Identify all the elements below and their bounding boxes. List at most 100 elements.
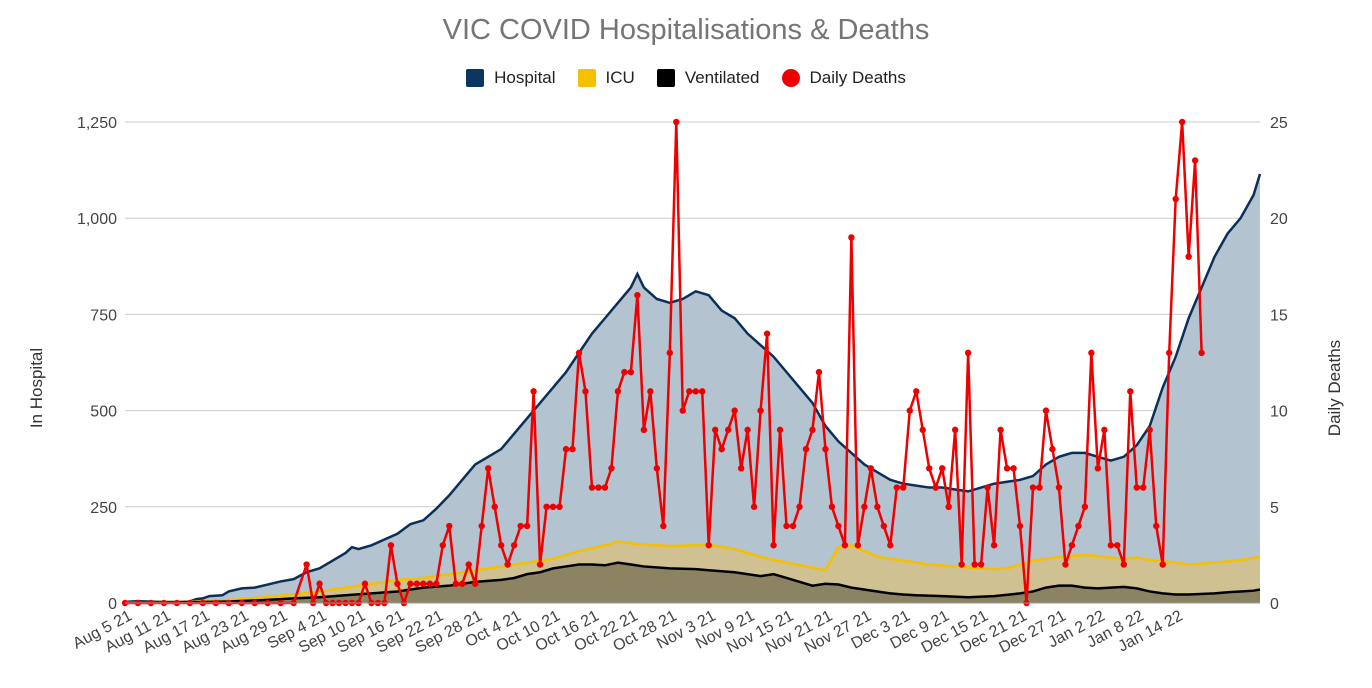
daily-deaths-point [893,484,900,491]
y-tick-right: 10 [1270,404,1288,421]
legend-label-hospital: Hospital [494,68,556,87]
daily-deaths-point [562,445,570,453]
line-hospital [124,173,1262,604]
daily-deaths-point [1114,542,1121,549]
daily-deaths-point [387,542,395,549]
daily-deaths-point [1107,542,1115,549]
daily-deaths-point [1042,407,1050,414]
daily-deaths-point [1198,349,1205,357]
daily-deaths-point [809,426,816,434]
daily-deaths-point [854,542,862,549]
legend-item-icu[interactable]: ICU [577,68,635,88]
area-ventilated [125,562,1260,603]
daily-deaths-point [712,426,719,434]
daily-deaths-point [647,388,654,395]
daily-deaths-point [608,465,615,472]
daily-deaths-point [1191,157,1199,164]
legend-label-icu: ICU [605,68,635,87]
daily-deaths-point [1140,484,1147,491]
daily-deaths-point [1068,542,1076,549]
y-tick-right: 20 [1270,211,1288,228]
daily-deaths-point [802,445,810,453]
daily-deaths-point [549,503,557,510]
daily-deaths-point [815,368,823,376]
daily-deaths-point [679,407,686,414]
daily-deaths-point [770,542,777,549]
daily-deaths-point [874,503,881,510]
y-tick-left: 0 [108,596,117,613]
daily-deaths-point [1094,465,1102,472]
daily-deaths-point [783,522,790,530]
daily-deaths-point [919,426,926,434]
daily-deaths-point [497,542,505,549]
legend-item-ventilated[interactable]: Ventilated [656,68,760,88]
daily-deaths-point [984,484,991,491]
y-tick-left: 500 [90,404,117,421]
daily-deaths-point [491,503,498,510]
daily-deaths-point [763,330,771,337]
daily-deaths-point [990,542,998,549]
legend-item-hospital[interactable]: Hospital [466,68,556,88]
legend-swatch-icu [577,69,596,87]
daily-deaths-point [439,542,446,549]
area-hospital [125,173,1260,603]
chart-title: VIC COVID Hospitalisations & Deaths [442,14,930,46]
daily-deaths-point [789,522,797,530]
daily-deaths-point [958,561,965,568]
legend: Hospital ICU Ventilated Daily Deaths [0,68,1372,88]
daily-deaths-point [1101,426,1108,434]
daily-deaths-point [776,426,784,434]
daily-deaths-point [718,445,725,453]
daily-deaths-point [1049,445,1056,453]
daily-deaths-point [887,542,894,549]
legend-swatch-ventilated [656,69,675,87]
daily-deaths-point [459,580,466,587]
daily-deaths-point [1075,522,1082,530]
daily-deaths-point [660,522,667,530]
daily-deaths-point [569,445,576,453]
legend-label-ventilated: Ventilated [684,68,760,87]
daily-deaths-point [530,388,537,395]
daily-deaths-point [828,503,836,510]
daily-deaths-point [588,484,596,491]
daily-deaths-point [394,580,401,587]
daily-deaths-point [1010,465,1017,472]
daily-deaths-point [1127,388,1134,395]
y-tick-right: 25 [1270,115,1288,132]
daily-deaths-point [724,426,732,434]
daily-deaths-point [478,522,485,530]
daily-deaths-point [510,542,518,549]
daily-deaths-point [485,465,492,472]
daily-deaths-point [465,561,472,568]
legend-item-daily-deaths[interactable]: Daily Deaths [781,68,906,88]
daily-deaths-point [686,388,693,395]
daily-deaths-point [737,465,745,472]
daily-deaths-point [977,561,985,568]
daily-deaths-point [906,407,913,414]
daily-deaths-point [575,349,583,357]
daily-deaths-point [582,388,589,395]
daily-deaths-point [913,388,920,395]
daily-deaths-point [731,407,738,414]
daily-deaths-point [1016,522,1024,530]
daily-deaths-point [640,426,648,434]
daily-deaths-point [822,445,829,453]
y-tick-left: 1,000 [77,211,117,228]
daily-deaths-point [653,465,661,472]
daily-deaths-point [951,426,959,434]
legend-swatch-hospital [466,69,485,87]
daily-deaths-point [796,503,803,510]
daily-deaths-point [446,522,453,530]
daily-deaths-point [523,522,531,530]
y-axis-title-right: Daily Deaths [1325,340,1344,436]
daily-deaths-point [673,118,680,126]
y-tick-left: 1,250 [77,115,117,132]
daily-deaths-point [900,484,907,491]
line-icu [124,540,1261,604]
daily-deaths-point [1146,426,1153,434]
y-tick-left: 750 [90,307,117,324]
daily-deaths-point [517,522,524,530]
daily-deaths-point [627,368,635,376]
daily-deaths-point [426,580,434,587]
daily-deaths-point [407,580,414,587]
